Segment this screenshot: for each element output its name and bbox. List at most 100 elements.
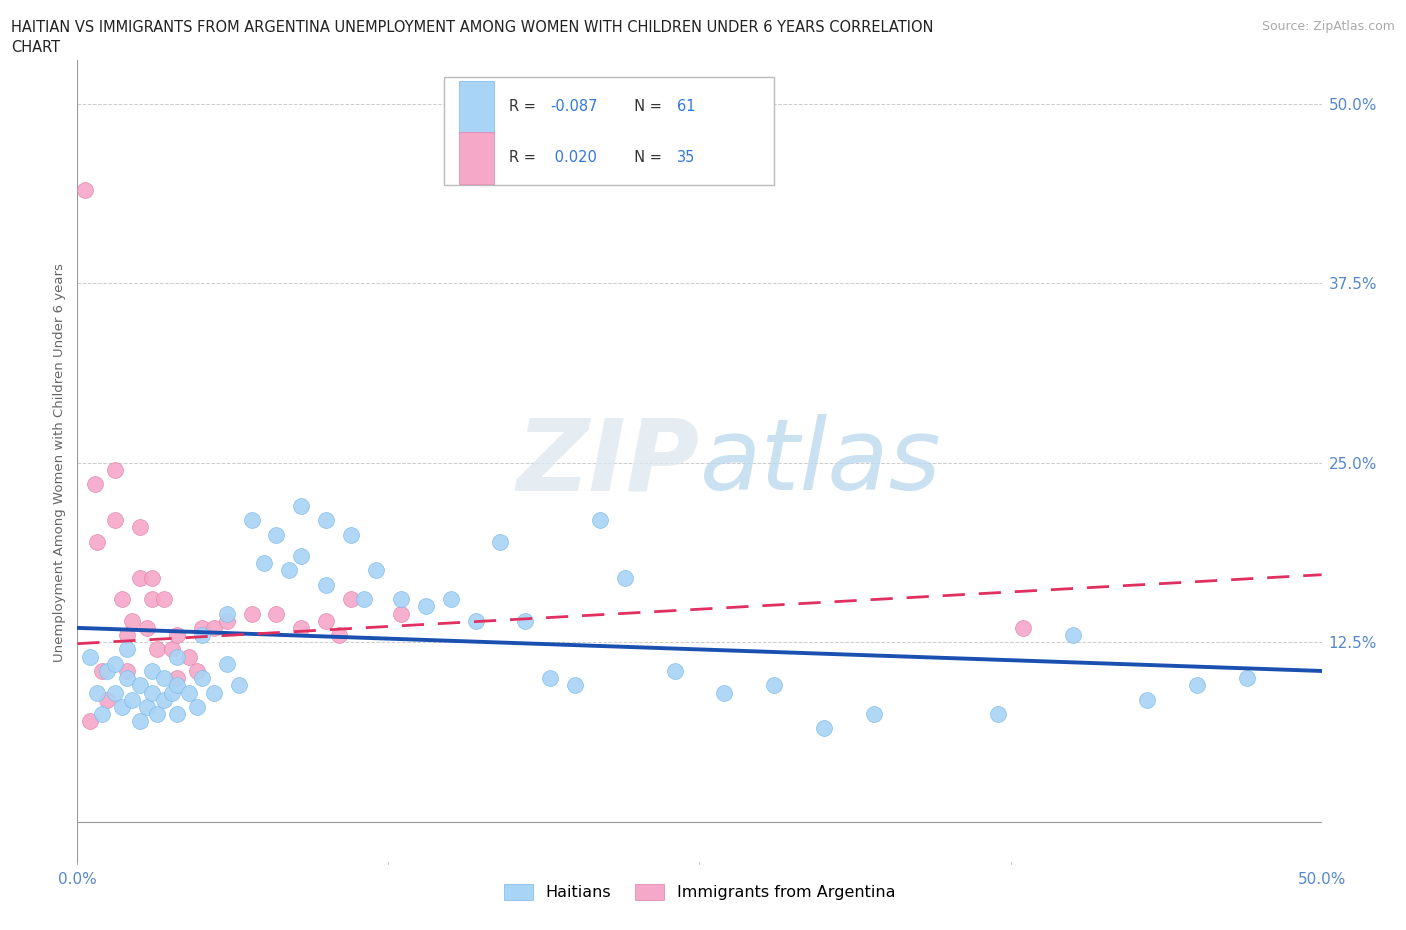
Point xyxy=(160,685,183,700)
Point xyxy=(166,628,188,643)
FancyBboxPatch shape xyxy=(460,132,494,184)
Point xyxy=(290,549,312,564)
Point xyxy=(389,606,412,621)
Point xyxy=(115,663,138,678)
Point xyxy=(96,663,118,678)
Point xyxy=(91,663,114,678)
Point xyxy=(166,678,188,693)
Point xyxy=(91,707,114,722)
Point xyxy=(111,591,134,606)
Point xyxy=(813,721,835,736)
Point xyxy=(228,678,250,693)
Point xyxy=(862,707,884,722)
Point xyxy=(186,699,208,714)
Point xyxy=(440,591,463,606)
Point xyxy=(86,534,108,549)
Point xyxy=(290,498,312,513)
Text: N =: N = xyxy=(624,151,666,166)
Point xyxy=(315,613,337,628)
Point xyxy=(166,707,188,722)
Point xyxy=(240,606,263,621)
Text: 35: 35 xyxy=(678,151,696,166)
Point xyxy=(153,671,176,685)
Point xyxy=(128,714,150,729)
Point xyxy=(191,620,214,635)
Point xyxy=(266,606,288,621)
Point xyxy=(1236,671,1258,685)
Point xyxy=(141,685,163,700)
Point xyxy=(613,570,636,585)
Point xyxy=(1062,628,1084,643)
Point xyxy=(277,563,299,578)
Point xyxy=(315,578,337,592)
Text: N =: N = xyxy=(624,100,666,114)
Point xyxy=(104,685,127,700)
Text: 0.020: 0.020 xyxy=(550,151,598,166)
Point xyxy=(128,678,150,693)
Point xyxy=(141,591,163,606)
Point xyxy=(315,512,337,527)
Point xyxy=(73,182,96,197)
Point xyxy=(1136,692,1159,707)
Text: atlas: atlas xyxy=(700,414,941,512)
Point xyxy=(290,620,312,635)
Point xyxy=(136,699,159,714)
Point xyxy=(179,649,201,664)
Point xyxy=(115,671,138,685)
Point xyxy=(166,649,188,664)
Point xyxy=(353,591,375,606)
Point xyxy=(115,628,138,643)
Point xyxy=(328,628,350,643)
Point xyxy=(115,642,138,657)
Point xyxy=(153,692,176,707)
Point xyxy=(121,613,143,628)
Point xyxy=(389,591,412,606)
Point xyxy=(415,599,437,614)
Point xyxy=(104,657,127,671)
Point xyxy=(589,512,612,527)
Point xyxy=(515,613,537,628)
Point xyxy=(240,512,263,527)
FancyBboxPatch shape xyxy=(444,76,775,185)
Point xyxy=(83,477,105,492)
Point xyxy=(538,671,561,685)
Point xyxy=(153,591,176,606)
Point xyxy=(191,671,214,685)
Y-axis label: Unemployment Among Women with Children Under 6 years: Unemployment Among Women with Children U… xyxy=(53,263,66,662)
Point xyxy=(79,649,101,664)
Point xyxy=(202,620,225,635)
Point xyxy=(111,699,134,714)
Text: -0.087: -0.087 xyxy=(550,100,598,114)
Point xyxy=(340,591,363,606)
Point xyxy=(1012,620,1035,635)
Point xyxy=(179,685,201,700)
Text: CHART: CHART xyxy=(11,40,60,55)
Point xyxy=(186,663,208,678)
Point xyxy=(141,570,163,585)
Point xyxy=(1187,678,1209,693)
Point xyxy=(86,685,108,700)
Point xyxy=(146,642,169,657)
Point xyxy=(191,628,214,643)
Legend: Haitians, Immigrants from Argentina: Haitians, Immigrants from Argentina xyxy=(498,877,901,907)
Point xyxy=(340,527,363,542)
Point xyxy=(489,534,512,549)
Point xyxy=(96,692,118,707)
FancyBboxPatch shape xyxy=(460,81,494,133)
Point xyxy=(128,570,150,585)
Point xyxy=(121,692,143,707)
Text: 61: 61 xyxy=(678,100,696,114)
Point xyxy=(987,707,1010,722)
Text: R =: R = xyxy=(509,100,540,114)
Point xyxy=(763,678,786,693)
Point xyxy=(146,707,169,722)
Text: ZIP: ZIP xyxy=(516,414,700,512)
Point xyxy=(564,678,586,693)
Point xyxy=(266,527,288,542)
Point xyxy=(364,563,387,578)
Point xyxy=(664,663,686,678)
Point xyxy=(128,520,150,535)
Point xyxy=(79,714,101,729)
Text: R =: R = xyxy=(509,151,540,166)
Text: Source: ZipAtlas.com: Source: ZipAtlas.com xyxy=(1261,20,1395,33)
